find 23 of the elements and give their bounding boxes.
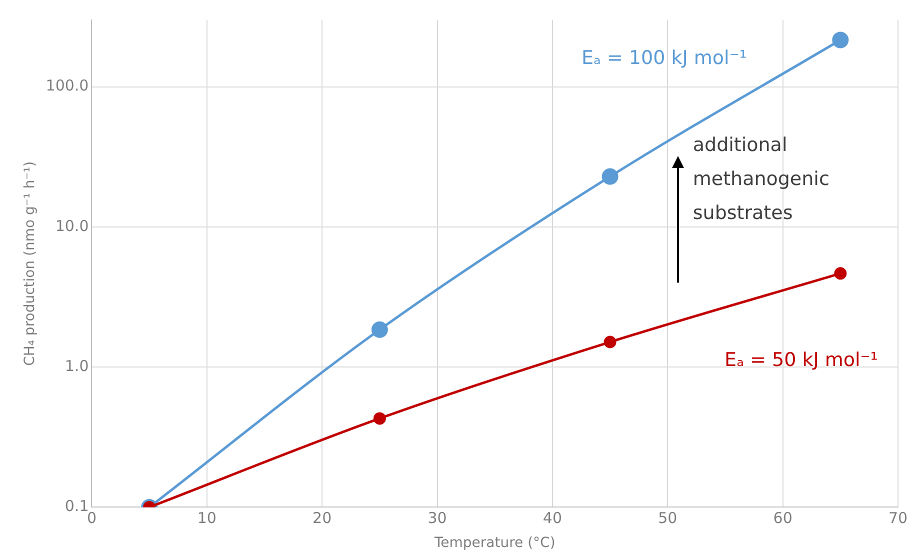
point	[371, 321, 388, 338]
annotation: additional methanogenic substrates	[692, 134, 830, 224]
y-tick-label: 1.0	[64, 356, 89, 375]
x-tick-label: 50	[658, 509, 678, 528]
x-tick-label: 20	[312, 509, 332, 528]
x-tick-label: 30	[428, 509, 447, 528]
y-tick-label: 100.0	[46, 76, 89, 95]
point	[602, 168, 618, 185]
point	[832, 32, 849, 48]
y-tick-label: 10.0	[55, 216, 89, 235]
point	[373, 412, 386, 425]
x-tick-label: 40	[542, 509, 562, 528]
text: Eₐ = 50 kJ mol⁻¹	[724, 348, 878, 371]
x-tick-label: 10	[197, 509, 216, 528]
point	[604, 336, 616, 348]
y-tick-label: 0.1	[64, 497, 89, 516]
x-tick-label: 60	[773, 509, 792, 528]
x-tick-label: 70	[888, 509, 908, 528]
point	[834, 267, 847, 280]
x-tick-label: 0	[86, 509, 97, 528]
y-axis-title: CH₄ production (nmo g⁻¹ h⁻¹)	[22, 161, 38, 366]
series-label: Eₐ = 100 kJ mol⁻¹	[581, 46, 747, 69]
x-axis-title: Temperature (°C)	[433, 535, 556, 552]
